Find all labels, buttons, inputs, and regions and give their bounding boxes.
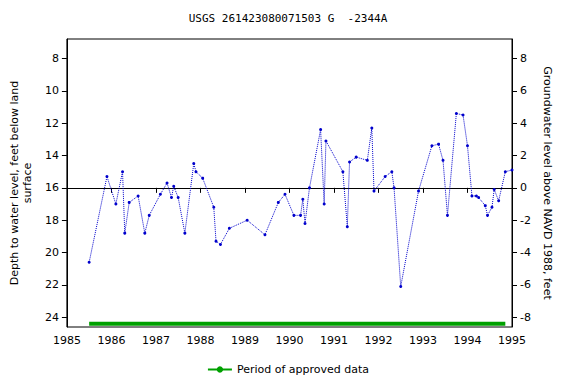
svg-text:1987: 1987 [142,334,170,347]
svg-text:2: 2 [520,149,527,162]
svg-text:1994: 1994 [453,334,481,347]
svg-text:-6: -6 [520,278,531,291]
svg-text:22: 22 [45,278,59,291]
svg-text:Depth to water level, feet bel: Depth to water level, feet below land [8,81,21,286]
svg-text:4: 4 [520,117,527,130]
svg-text:12: 12 [45,117,59,130]
svg-text:8: 8 [520,52,527,65]
svg-text:1985: 1985 [53,334,81,347]
svg-text:8: 8 [52,52,59,65]
svg-text:Period of approved data: Period of approved data [237,363,369,376]
svg-text:1989: 1989 [231,334,259,347]
svg-text:14: 14 [45,149,59,162]
svg-text:1993: 1993 [409,334,437,347]
svg-text:1988: 1988 [186,334,214,347]
svg-text:24: 24 [45,311,59,324]
svg-text:20: 20 [45,246,59,259]
svg-text:18: 18 [45,214,59,227]
svg-text:Groundwater level above NAVD 1: Groundwater level above NAVD 1988, feet [541,66,554,300]
svg-text:-2: -2 [520,214,531,227]
svg-text:6: 6 [520,84,527,97]
svg-text:16: 16 [45,181,59,194]
svg-text:-4: -4 [520,246,531,259]
svg-text:0: 0 [520,181,527,194]
svg-text:USGS 261423080071503 G -2344A: USGS 261423080071503 G -2344A [189,12,388,25]
svg-text:1992: 1992 [364,334,392,347]
svg-text:surface: surface [21,162,34,203]
svg-text:1995: 1995 [498,334,526,347]
svg-text:-8: -8 [520,311,531,324]
svg-text:1986: 1986 [97,334,125,347]
svg-text:1991: 1991 [320,334,348,347]
svg-text:1990: 1990 [275,334,303,347]
svg-text:10: 10 [45,84,59,97]
